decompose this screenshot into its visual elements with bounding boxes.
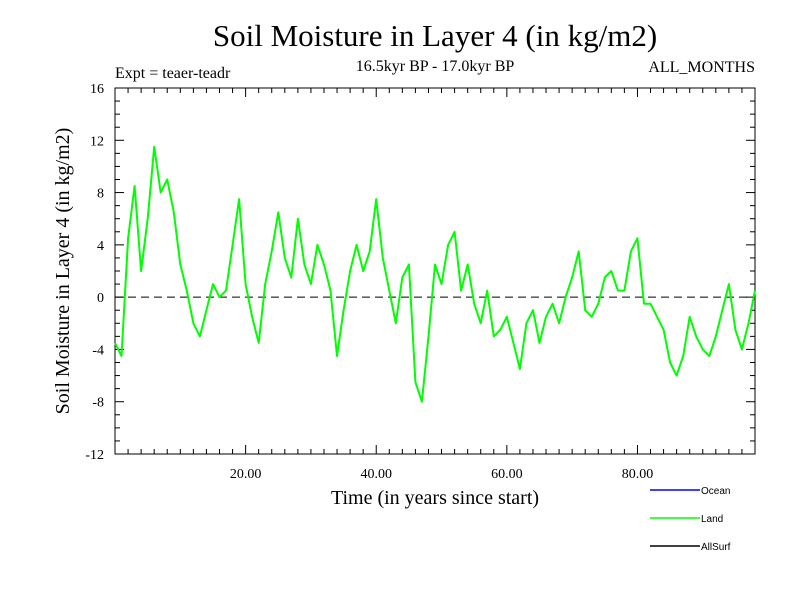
y-axis-label: Soil Moisture in Layer 4 (in kg/m2): [52, 128, 74, 415]
chart-title: Soil Moisture in Layer 4 (in kg/m2): [213, 18, 657, 53]
months-note: ALL_MONTHS: [648, 59, 755, 76]
x-tick-labels: 20.00 40.00 60.00 80.00: [230, 467, 653, 482]
experiment-note: Expt = teaer-teadr: [115, 65, 231, 82]
x-tick-label: 80.00: [622, 467, 654, 482]
y-tick-label: 12: [90, 134, 104, 149]
chart-subtitle: 16.5kyr BP - 17.0kyr BP: [356, 58, 515, 75]
y-tick-label: 4: [97, 239, 104, 254]
legend: Ocean Land AllSurf: [650, 486, 731, 553]
x-axis-label: Time (in years since start): [331, 487, 539, 509]
legend-label: Land: [701, 514, 723, 525]
legend-label: AllSurf: [701, 542, 731, 553]
x-tick-label: 20.00: [230, 467, 262, 482]
legend-label: Ocean: [701, 486, 730, 497]
y-tick-label: -8: [92, 396, 104, 411]
axis-ticks: [114, 87, 756, 455]
y-tick-label: 16: [90, 82, 104, 97]
land-series-line: [114, 145, 756, 403]
y-tick-label: 0: [97, 291, 104, 306]
y-tick-label: -4: [92, 343, 104, 358]
y-tick-label: 8: [97, 187, 104, 202]
x-tick-label: 60.00: [491, 467, 523, 482]
x-tick-label: 40.00: [360, 467, 392, 482]
y-tick-labels: -12 -8 -4 0 4 8 12 16: [85, 82, 104, 463]
y-tick-label: -12: [85, 448, 104, 463]
